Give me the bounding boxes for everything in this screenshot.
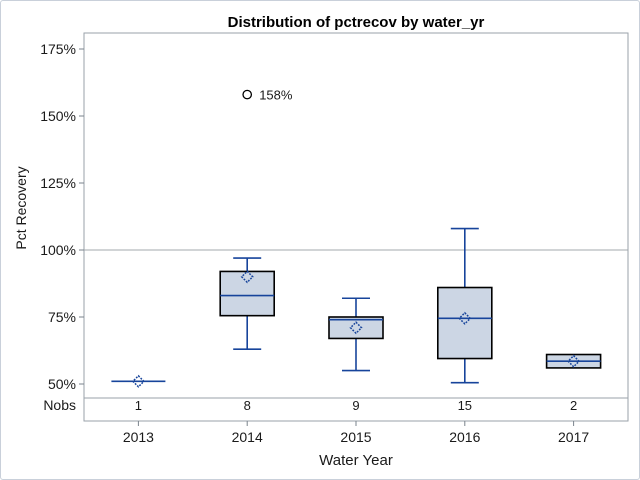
mean-marker-2016 <box>458 311 472 325</box>
x-tick-label-2013: 2013 <box>123 429 154 445</box>
x-axis-title: Water Year <box>319 452 393 469</box>
mean-marker-2015 <box>349 321 363 335</box>
y-tick-label: 125% <box>40 175 76 191</box>
x-tick-label-2014: 2014 <box>232 429 263 445</box>
nobs-value-2017: 2 <box>570 398 577 413</box>
chart-title: Distribution of pctrecov by water_yr <box>227 14 485 31</box>
box-2015 <box>328 316 384 340</box>
nobs-row-label: Nobs <box>43 397 76 413</box>
x-tick-label-2016: 2016 <box>449 429 480 445</box>
outlier-label-2014: 158% <box>259 88 293 103</box>
nobs-value-2016: 15 <box>458 398 472 413</box>
nobs-value-2013: 1 <box>135 398 142 413</box>
box-2014 <box>219 270 275 317</box>
x-tick-label-2015: 2015 <box>340 429 371 445</box>
mean-marker-2017 <box>567 354 581 368</box>
mean-marker-2013 <box>131 374 145 388</box>
mean-marker-2014 <box>240 270 254 284</box>
y-tick-label: 75% <box>48 309 76 325</box>
nobs-value-2015: 9 <box>352 398 359 413</box>
outlier-point-2014 <box>242 89 253 100</box>
y-tick-label: 50% <box>48 376 76 392</box>
y-tick-label: 100% <box>40 242 76 258</box>
y-tick-label: 150% <box>40 108 76 124</box>
x-tick-label-2017: 2017 <box>558 429 589 445</box>
y-tick-label: 175% <box>40 41 76 57</box>
nobs-value-2014: 8 <box>244 398 251 413</box>
